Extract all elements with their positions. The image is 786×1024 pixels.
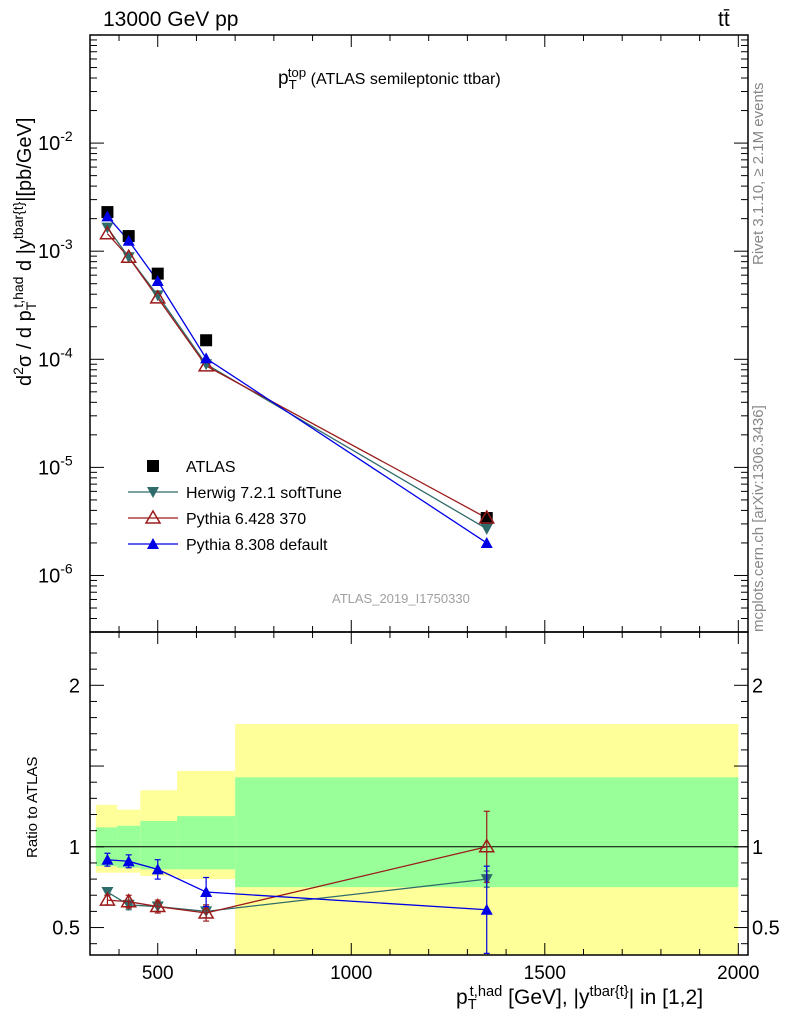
y-tick-label: 10-4 — [38, 344, 73, 371]
y-tick-exponent: -2 — [60, 128, 73, 144]
legend-label: Herwig 7.2.1 softTune — [186, 485, 342, 502]
ratio-y-tick-label: 1 — [69, 837, 80, 859]
data-point — [480, 523, 493, 535]
legend-marker — [147, 538, 159, 549]
legend-marker — [147, 460, 159, 472]
data-point — [197, 357, 215, 372]
legend: ATLAS Herwig 7.2.1 softTune Pythia 6.428 3… — [128, 459, 342, 554]
ratio-y-tick-label-right: 0.5 — [752, 918, 780, 940]
data-point — [149, 289, 167, 304]
data-point — [151, 290, 164, 302]
axis-ticks — [90, 34, 748, 955]
data-point — [200, 334, 213, 347]
ratio-point — [480, 903, 493, 915]
data-point — [151, 267, 164, 280]
ratio-point — [120, 893, 138, 908]
legend-marker — [144, 509, 162, 524]
ratio-point — [478, 838, 496, 853]
series-line — [106, 233, 488, 519]
ratio-uncertainty-bands — [95, 724, 739, 955]
ratio-y-tick-label: 0.5 — [52, 918, 80, 940]
ratio-point — [122, 855, 135, 867]
data-point — [478, 509, 496, 524]
legend-label: Pythia 6.428 370 — [186, 511, 306, 528]
band-inner — [177, 816, 236, 870]
ratio-panel-series — [99, 810, 496, 954]
y-tick-label: 10-5 — [38, 452, 73, 479]
plot-title-rest: (ATLAS semileptonic ttbar) — [306, 71, 501, 88]
y-tick-exponent: -5 — [60, 452, 73, 468]
ratio-y-tick-label: 2 — [69, 675, 80, 697]
y-tick-exponent: -3 — [60, 236, 73, 252]
data-point — [99, 225, 116, 240]
data-point — [151, 274, 164, 286]
ratio-point — [149, 898, 167, 913]
series-line — [106, 227, 488, 530]
ratio-point — [197, 904, 215, 919]
y-tick-exponent: -4 — [60, 344, 73, 360]
ratio-y-tick-label-right: 1 — [752, 837, 763, 859]
x-tick-label: 2000 — [717, 963, 759, 984]
axis-tick-labels: 500 1000 1500 2000 10-6 10-5 10-4 10-3 10-2 0.5 0.… — [38, 128, 780, 984]
plot-title: pTtop (ATLAS semileptonic ttbar) — [278, 64, 501, 92]
mcplots-label: mcplots.cern.ch [arXiv:1306.3436] — [750, 405, 767, 632]
x-tick-label: 1500 — [524, 963, 566, 984]
ratio-y-tick-label-right: 2 — [752, 675, 763, 697]
data-point — [120, 248, 138, 263]
data-point — [480, 536, 493, 548]
process-label: tt̄ — [718, 8, 730, 31]
plot-title-base: p — [278, 68, 289, 89]
analysis-id: ATLAS_2019_I1750330 — [332, 591, 470, 606]
x-tick-label: 1000 — [330, 963, 372, 984]
y-tick-label: 10-6 — [38, 560, 73, 587]
data-point — [200, 352, 213, 364]
ratio-panel-frame — [89, 631, 749, 956]
y-tick-label: 10-3 — [38, 236, 73, 263]
ratio-point — [200, 886, 213, 898]
ratio-point — [99, 891, 116, 906]
plot-title-subscript: T — [288, 76, 297, 92]
y-tick-label: 10-2 — [38, 128, 73, 155]
band-inner — [140, 820, 178, 870]
x-tick-label: 500 — [142, 963, 174, 984]
data-point — [122, 234, 135, 246]
plot-title-superscript: top — [287, 64, 307, 80]
legend-marker — [147, 487, 159, 498]
legend-label: ATLAS — [186, 459, 236, 476]
ratio-point — [151, 863, 164, 875]
energy-label: 13000 GeV pp — [103, 8, 239, 31]
rivet-version-label: Rivet 3.1.10, ≥ 2.1M events — [750, 82, 767, 266]
ratio-point — [101, 853, 114, 865]
legend-label: Pythia 8.308 default — [186, 537, 328, 554]
y-tick-exponent: -6 — [60, 560, 73, 576]
main-y-axis-label: d2σ / d pTt,had d |ytbar{t}|[pb/GeV] — [10, 117, 39, 386]
main-panel-series — [99, 206, 496, 548]
data-point — [101, 210, 114, 222]
x-axis-label: pTt,had [GeV], |ytbar{t}| in [1,2] — [456, 983, 704, 1014]
ratio-y-axis-label: Ratio to ATLAS — [24, 756, 41, 858]
